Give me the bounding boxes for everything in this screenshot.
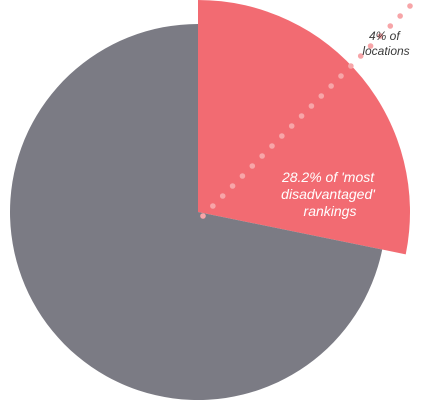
main-annotation-line-2: disadvantaged' bbox=[281, 186, 376, 202]
callout-dot bbox=[348, 63, 354, 69]
callout-dot bbox=[249, 163, 256, 169]
callout-dot bbox=[308, 103, 315, 109]
callout-dot bbox=[269, 143, 275, 149]
callout-dot bbox=[229, 183, 236, 189]
callout-dot bbox=[328, 83, 334, 89]
callout-dot bbox=[338, 73, 344, 79]
callout-dot bbox=[298, 113, 305, 119]
main-annotation-line-3: rankings bbox=[304, 203, 357, 219]
callout-dot bbox=[367, 43, 374, 49]
callout-dot bbox=[279, 133, 285, 139]
callout-dot bbox=[239, 173, 246, 179]
callout-annotation-line-1: 4% of bbox=[369, 29, 401, 43]
callout-dot bbox=[357, 53, 364, 59]
callout-dot bbox=[200, 213, 206, 219]
callout-dot bbox=[219, 193, 226, 199]
callout-dot bbox=[288, 123, 295, 129]
callout-dot bbox=[407, 3, 413, 9]
callout-annotation-line-2: locations bbox=[362, 44, 409, 58]
callout-dot bbox=[210, 203, 216, 209]
dotted-callout-line bbox=[200, 3, 413, 219]
main-annotation: 28.2% of 'most disadvantaged' rankings bbox=[281, 169, 379, 219]
callout-annotation: 4% of locations bbox=[362, 29, 409, 58]
callout-dot bbox=[259, 153, 265, 159]
slice-disadvantaged bbox=[198, 0, 410, 255]
callout-dot bbox=[387, 23, 394, 29]
callout-dot bbox=[397, 13, 403, 19]
callout-dot bbox=[318, 93, 325, 99]
callout-dot bbox=[377, 33, 384, 39]
slice-remainder bbox=[9, 24, 383, 400]
main-annotation-line-1: 28.2% of 'most bbox=[281, 169, 375, 185]
pie-slices bbox=[9, 0, 410, 400]
